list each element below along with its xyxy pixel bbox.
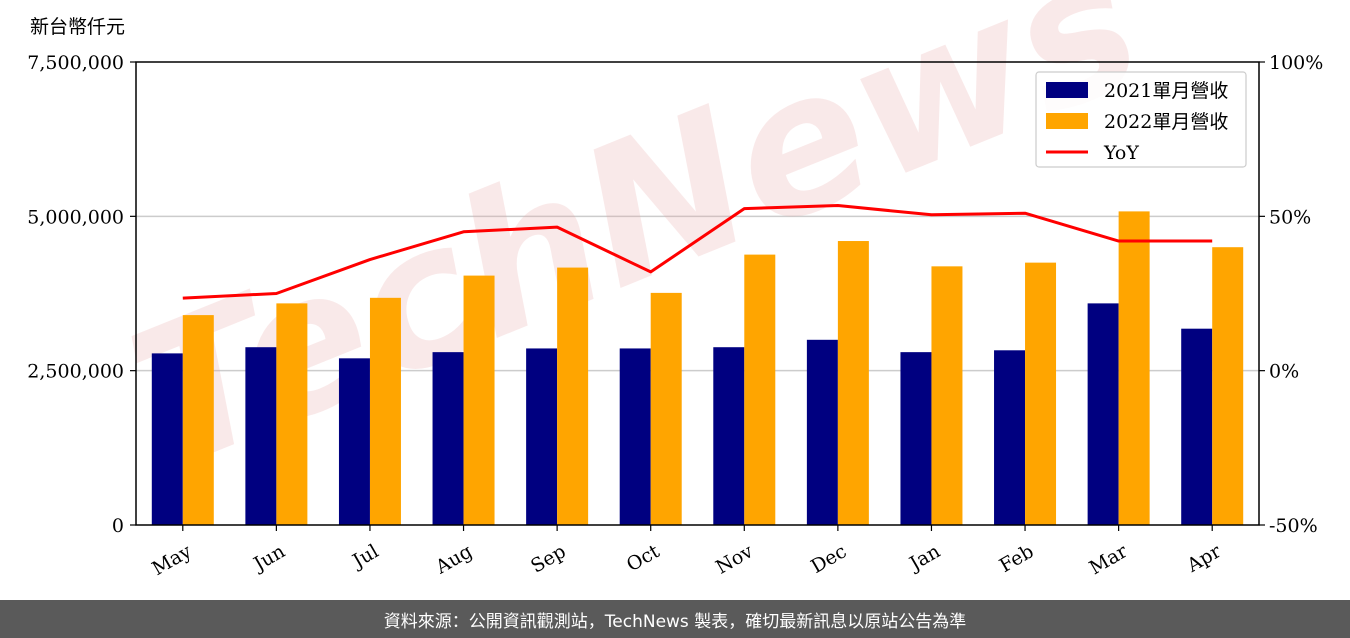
bar-2021 (1087, 303, 1119, 525)
x-tick-label: Jun (248, 540, 289, 576)
y-tick-label: 5,000,000 (27, 206, 124, 228)
x-tick-label: Aug (431, 540, 476, 579)
yoy-line (182, 204, 1213, 300)
bar-2021 (1181, 328, 1213, 525)
bar-2022 (1118, 211, 1150, 526)
bar-2022 (744, 254, 776, 525)
x-tick-label: Dec (807, 540, 850, 578)
legend-label: 2021單月營收 (1104, 80, 1228, 102)
y-axis-label: 新台幣仟元 (30, 16, 125, 38)
bar-2022 (1025, 262, 1057, 525)
x-tick-label: Jan (904, 540, 944, 576)
grid-lines (136, 215, 1259, 372)
y-tick-label: 7,500,000 (27, 52, 124, 74)
bar-2022 (557, 267, 589, 525)
bar-2021 (994, 350, 1026, 525)
bar-2022 (463, 275, 495, 525)
bar-2021 (526, 348, 558, 525)
x-tick-label: Mar (1086, 540, 1132, 579)
legend-box (1035, 71, 1247, 168)
x-tick-label: May (148, 540, 195, 580)
legend-label: YoY (1103, 142, 1139, 164)
legend-swatch (1046, 113, 1088, 129)
x-tick-label: Feb (996, 540, 1038, 577)
x-tick-label: Jul (347, 540, 382, 573)
bar-2021 (806, 339, 838, 525)
bar-2022 (369, 297, 401, 525)
bar-2021 (245, 347, 277, 525)
bar-2022 (650, 292, 682, 525)
x-tick-label: Apr (1183, 540, 1226, 577)
y2-tick-label: -50% (1269, 515, 1318, 537)
bar-2021 (338, 358, 370, 525)
legend-label: 2022單月營收 (1104, 111, 1228, 133)
plot-frame (135, 61, 1260, 526)
y2-tick-label: 50% (1269, 206, 1311, 228)
y2-tick-label: 100% (1269, 52, 1323, 74)
yoy-line-layer (182, 204, 1213, 300)
bar-2021 (151, 353, 183, 525)
bar-2021 (432, 352, 464, 525)
bar-2021 (713, 347, 745, 525)
bar-2022 (276, 303, 308, 525)
legend: 2021單月營收 2022單月營收 YoY (1035, 71, 1247, 168)
chart: TechNews 02,500,0005,000,0007,500,000-50… (27, 0, 1323, 580)
y-tick-label: 2,500,000 (27, 361, 124, 383)
legend-swatch (1046, 82, 1088, 98)
bar-2022 (1212, 247, 1244, 525)
x-tick-label: Sep (527, 540, 570, 577)
x-tick-label: Oct (623, 540, 664, 576)
bar-2022 (182, 315, 214, 525)
bar-2022 (931, 266, 963, 525)
bars (151, 211, 1244, 526)
y-tick-label: 0 (112, 515, 124, 537)
footer-source-note: 資料來源：公開資訊觀測站，TechNews 製表，確切最新訊息以原站公告為準 (0, 600, 1350, 638)
bar-2021 (619, 348, 651, 525)
bar-2021 (900, 352, 932, 525)
x-tick-label: Nov (712, 540, 757, 579)
y2-tick-label: 0% (1269, 361, 1299, 383)
bar-2022 (837, 241, 869, 525)
